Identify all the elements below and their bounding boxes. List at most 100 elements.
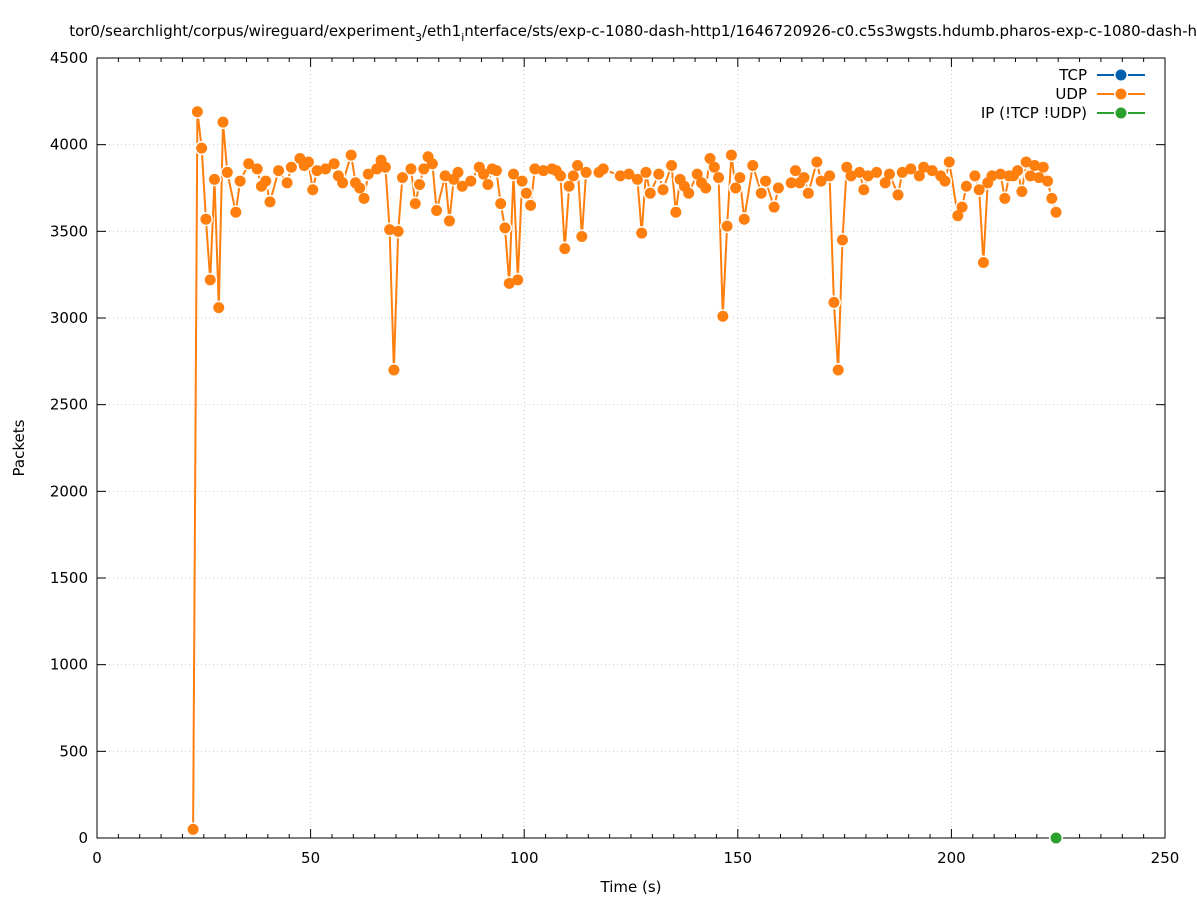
data-point [555,170,567,182]
data-point [431,205,443,217]
data-point [858,184,870,196]
data-point [862,170,874,182]
series-1 [186,104,1064,837]
data-point [597,163,609,175]
data-point [871,166,883,178]
chart-title: tor0/searchlight/corpus/wireguard/experi… [69,22,1197,44]
x-tick-label: 100 [510,849,539,867]
data-point [563,180,575,192]
data-point [999,192,1011,204]
data-point [251,163,263,175]
data-point [213,302,225,314]
data-point [725,149,737,161]
data-point [883,168,895,180]
data-point [371,163,383,175]
data-point [196,142,208,154]
data-point [362,168,374,180]
data-point [529,163,541,175]
data-point [281,177,293,189]
data-point [302,156,314,168]
x-tick-label: 50 [301,849,320,867]
data-point [841,161,853,173]
data-point [1050,206,1062,218]
data-point [708,161,720,173]
data-point [525,199,537,211]
data-point [631,173,643,185]
data-point [636,227,648,239]
y-tick-label: 4500 [50,49,88,67]
data-point [700,182,712,194]
data-point [187,823,199,835]
data-point [452,166,464,178]
data-point [879,177,891,189]
data-point [465,175,477,187]
data-point [691,168,703,180]
data-point [918,161,930,173]
data-point [243,158,255,170]
data-point [191,106,203,118]
y-tick-label: 3500 [50,222,88,240]
data-point [956,201,968,213]
data-point [264,196,276,208]
data-point [657,184,669,196]
y-tick-label: 3000 [50,309,88,327]
data-point [969,170,981,182]
data-point [414,179,426,191]
data-point [537,165,549,177]
data-point [896,166,908,178]
data-point [307,184,319,196]
data-point [960,180,972,192]
data-point [516,175,528,187]
data-point [217,116,229,128]
data-point [409,198,421,210]
data-point [439,170,451,182]
data-point [747,159,759,171]
data-point [508,168,520,180]
data-point [939,175,951,187]
data-point [913,170,925,182]
data-point [828,296,840,308]
data-point [311,165,323,177]
data-point [802,187,814,199]
data-point [1042,175,1054,187]
data-point [405,163,417,175]
data-point [443,215,455,227]
data-point [200,213,212,225]
x-tick-label: 200 [937,849,966,867]
y-tick-label: 1500 [50,569,88,587]
data-point [358,192,370,204]
series-2 [1049,831,1064,845]
data-point [482,179,494,191]
data-point [388,364,400,376]
data-point [520,187,532,199]
data-point [208,173,220,185]
data-point [995,168,1007,180]
legend-label: TCP [1058,66,1087,84]
data-point [824,170,836,182]
data-point [721,220,733,232]
data-point [576,231,588,243]
y-tick-label: 0 [78,829,88,847]
y-axis-title: Packets [10,419,28,476]
x-tick-label: 250 [1151,849,1180,867]
data-point [1020,156,1032,168]
data-point [623,168,635,180]
data-point [1029,159,1041,171]
data-point [717,310,729,322]
y-tick-label: 4000 [50,136,88,154]
y-tick-label: 2000 [50,482,88,500]
data-point [738,213,750,225]
data-point [1033,172,1045,184]
data-point [503,277,515,289]
data-point [478,168,490,180]
series-line [192,110,1058,830]
data-point [567,170,579,182]
legend-marker [1115,88,1127,100]
data-point [512,274,524,286]
data-point [499,222,511,234]
data-point [392,225,404,237]
data-point [260,175,272,187]
data-point [798,172,810,184]
data-point [789,165,801,177]
